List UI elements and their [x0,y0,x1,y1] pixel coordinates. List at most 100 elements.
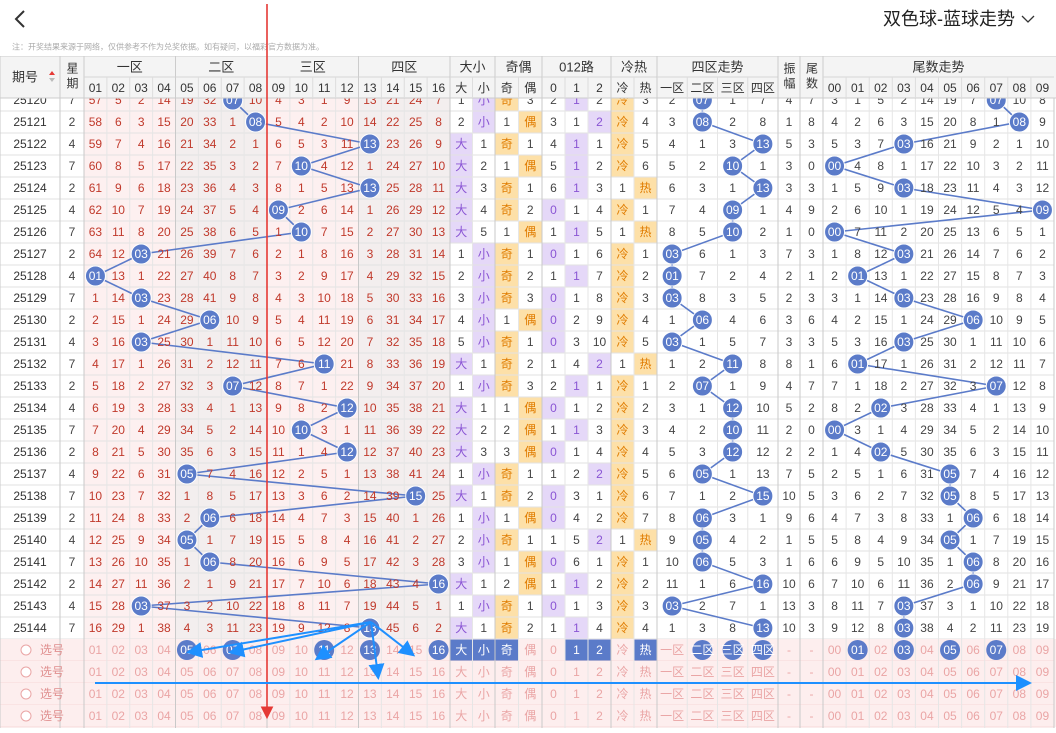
select-option[interactable]: 大 [455,665,467,679]
sort-icon[interactable] [49,78,55,82]
select-option[interactable]: 07 [226,687,240,701]
select-option[interactable]: 04 [157,643,171,657]
select-option[interactable]: 03 [135,643,149,657]
select-option[interactable]: 0 [550,709,557,723]
select-option[interactable]: 13 [363,687,377,701]
select-option[interactable]: - [810,643,814,657]
select-option[interactable]: 小 [478,687,490,701]
title-dropdown[interactable] [1021,15,1035,23]
select-option[interactable]: 大 [455,687,467,701]
select-option[interactable]: 02 [112,665,126,679]
selected-cell[interactable] [588,639,611,661]
select-option[interactable]: 偶 [524,665,536,679]
select-option[interactable]: 06 [966,643,980,657]
select-option[interactable]: 00 [828,643,842,657]
select-option[interactable]: 02 [112,643,126,657]
select-option[interactable]: 05 [180,643,194,657]
select-option[interactable]: 01 [851,687,865,701]
selected-ball[interactable] [940,640,961,660]
selected-ball[interactable] [986,640,1007,660]
select-option[interactable]: 08 [249,665,263,679]
select-option[interactable]: 09 [1036,709,1050,723]
select-option[interactable]: 冷 [616,687,628,701]
select-option[interactable]: 四区 [751,687,775,701]
select-option[interactable]: 14 [386,687,400,701]
select-option[interactable]: 15 [409,665,423,679]
select-option[interactable]: 10 [295,643,309,657]
select-option[interactable]: 01 [89,709,103,723]
select-option[interactable]: 冷 [616,643,628,657]
select-option[interactable]: 03 [897,709,911,723]
select-option[interactable]: 01 [851,665,865,679]
select-option[interactable]: 12 [340,643,354,657]
select-option[interactable]: 03 [897,643,911,657]
select-option[interactable]: 09 [272,643,286,657]
select-option[interactable]: 二区 [690,665,714,679]
select-option[interactable]: 四区 [751,665,775,679]
select-option[interactable]: 偶 [524,687,536,701]
select-option[interactable]: 四区 [751,709,775,723]
select-option[interactable]: 04 [920,709,934,723]
select-option[interactable]: 07 [226,665,240,679]
select-option[interactable]: 07 [990,709,1004,723]
select-option[interactable]: 大 [455,643,467,657]
select-option[interactable]: 14 [386,709,400,723]
select-option[interactable]: 12 [340,687,354,701]
select-option[interactable]: 06 [203,687,217,701]
select-option[interactable]: 三区 [721,665,745,679]
select-option[interactable]: 16 [432,643,446,657]
select-option[interactable]: - [810,709,814,723]
select-option[interactable]: 06 [966,709,980,723]
select-option[interactable]: 1 [573,709,580,723]
select-option[interactable]: 08 [1013,709,1027,723]
select-option[interactable]: 10 [295,709,309,723]
select-option[interactable]: 2 [596,643,603,657]
select-option[interactable]: 07 [990,643,1004,657]
selected-cell[interactable] [634,639,657,661]
selected-cell[interactable] [565,639,588,661]
select-option[interactable]: 02 [874,687,888,701]
select-option[interactable]: 13 [363,665,377,679]
select-option[interactable]: 08 [1013,687,1027,701]
select-option[interactable]: - [810,687,814,701]
select-option[interactable]: 偶 [524,709,536,723]
select-option[interactable]: 01 [851,643,865,657]
select-option[interactable]: 四区 [751,643,775,657]
select-option[interactable]: 07 [990,687,1004,701]
select-option[interactable]: 0 [550,687,557,701]
radio[interactable] [20,710,32,722]
select-option[interactable]: 06 [203,643,217,657]
select-option[interactable]: 07 [226,709,240,723]
select-option[interactable]: 大 [455,709,467,723]
selected-ball[interactable] [752,640,773,660]
select-option[interactable]: 16 [432,665,446,679]
select-option[interactable]: 05 [943,709,957,723]
select-option[interactable]: 14 [386,665,400,679]
select-option[interactable]: 小 [478,665,490,679]
select-option[interactable]: 04 [157,665,171,679]
select-option[interactable]: 一区 [660,643,684,657]
select-option[interactable]: 0 [550,665,557,679]
select-option[interactable]: 02 [874,643,888,657]
select-option[interactable]: 04 [920,665,934,679]
select-option[interactable]: 01 [851,709,865,723]
select-option[interactable]: 09 [1036,687,1050,701]
select-option[interactable]: 1 [573,687,580,701]
selected-ball[interactable] [893,640,914,660]
select-option[interactable]: - [787,687,791,701]
select-option[interactable]: 热 [639,665,651,679]
select-option[interactable]: 03 [135,665,149,679]
radio[interactable] [20,688,32,700]
select-option[interactable]: 二区 [690,709,714,723]
select-option[interactable]: 三区 [721,687,745,701]
select-option[interactable]: 09 [1036,643,1050,657]
select-option[interactable]: 00 [828,665,842,679]
select-option[interactable]: 15 [409,687,423,701]
select-option[interactable]: 02 [874,665,888,679]
select-option[interactable]: 一区 [660,665,684,679]
select-option[interactable]: 08 [1013,665,1027,679]
select-option[interactable]: 02 [874,709,888,723]
select-option[interactable]: 二区 [690,643,714,657]
select-option[interactable]: 15 [409,709,423,723]
selected-cell[interactable] [473,639,495,661]
